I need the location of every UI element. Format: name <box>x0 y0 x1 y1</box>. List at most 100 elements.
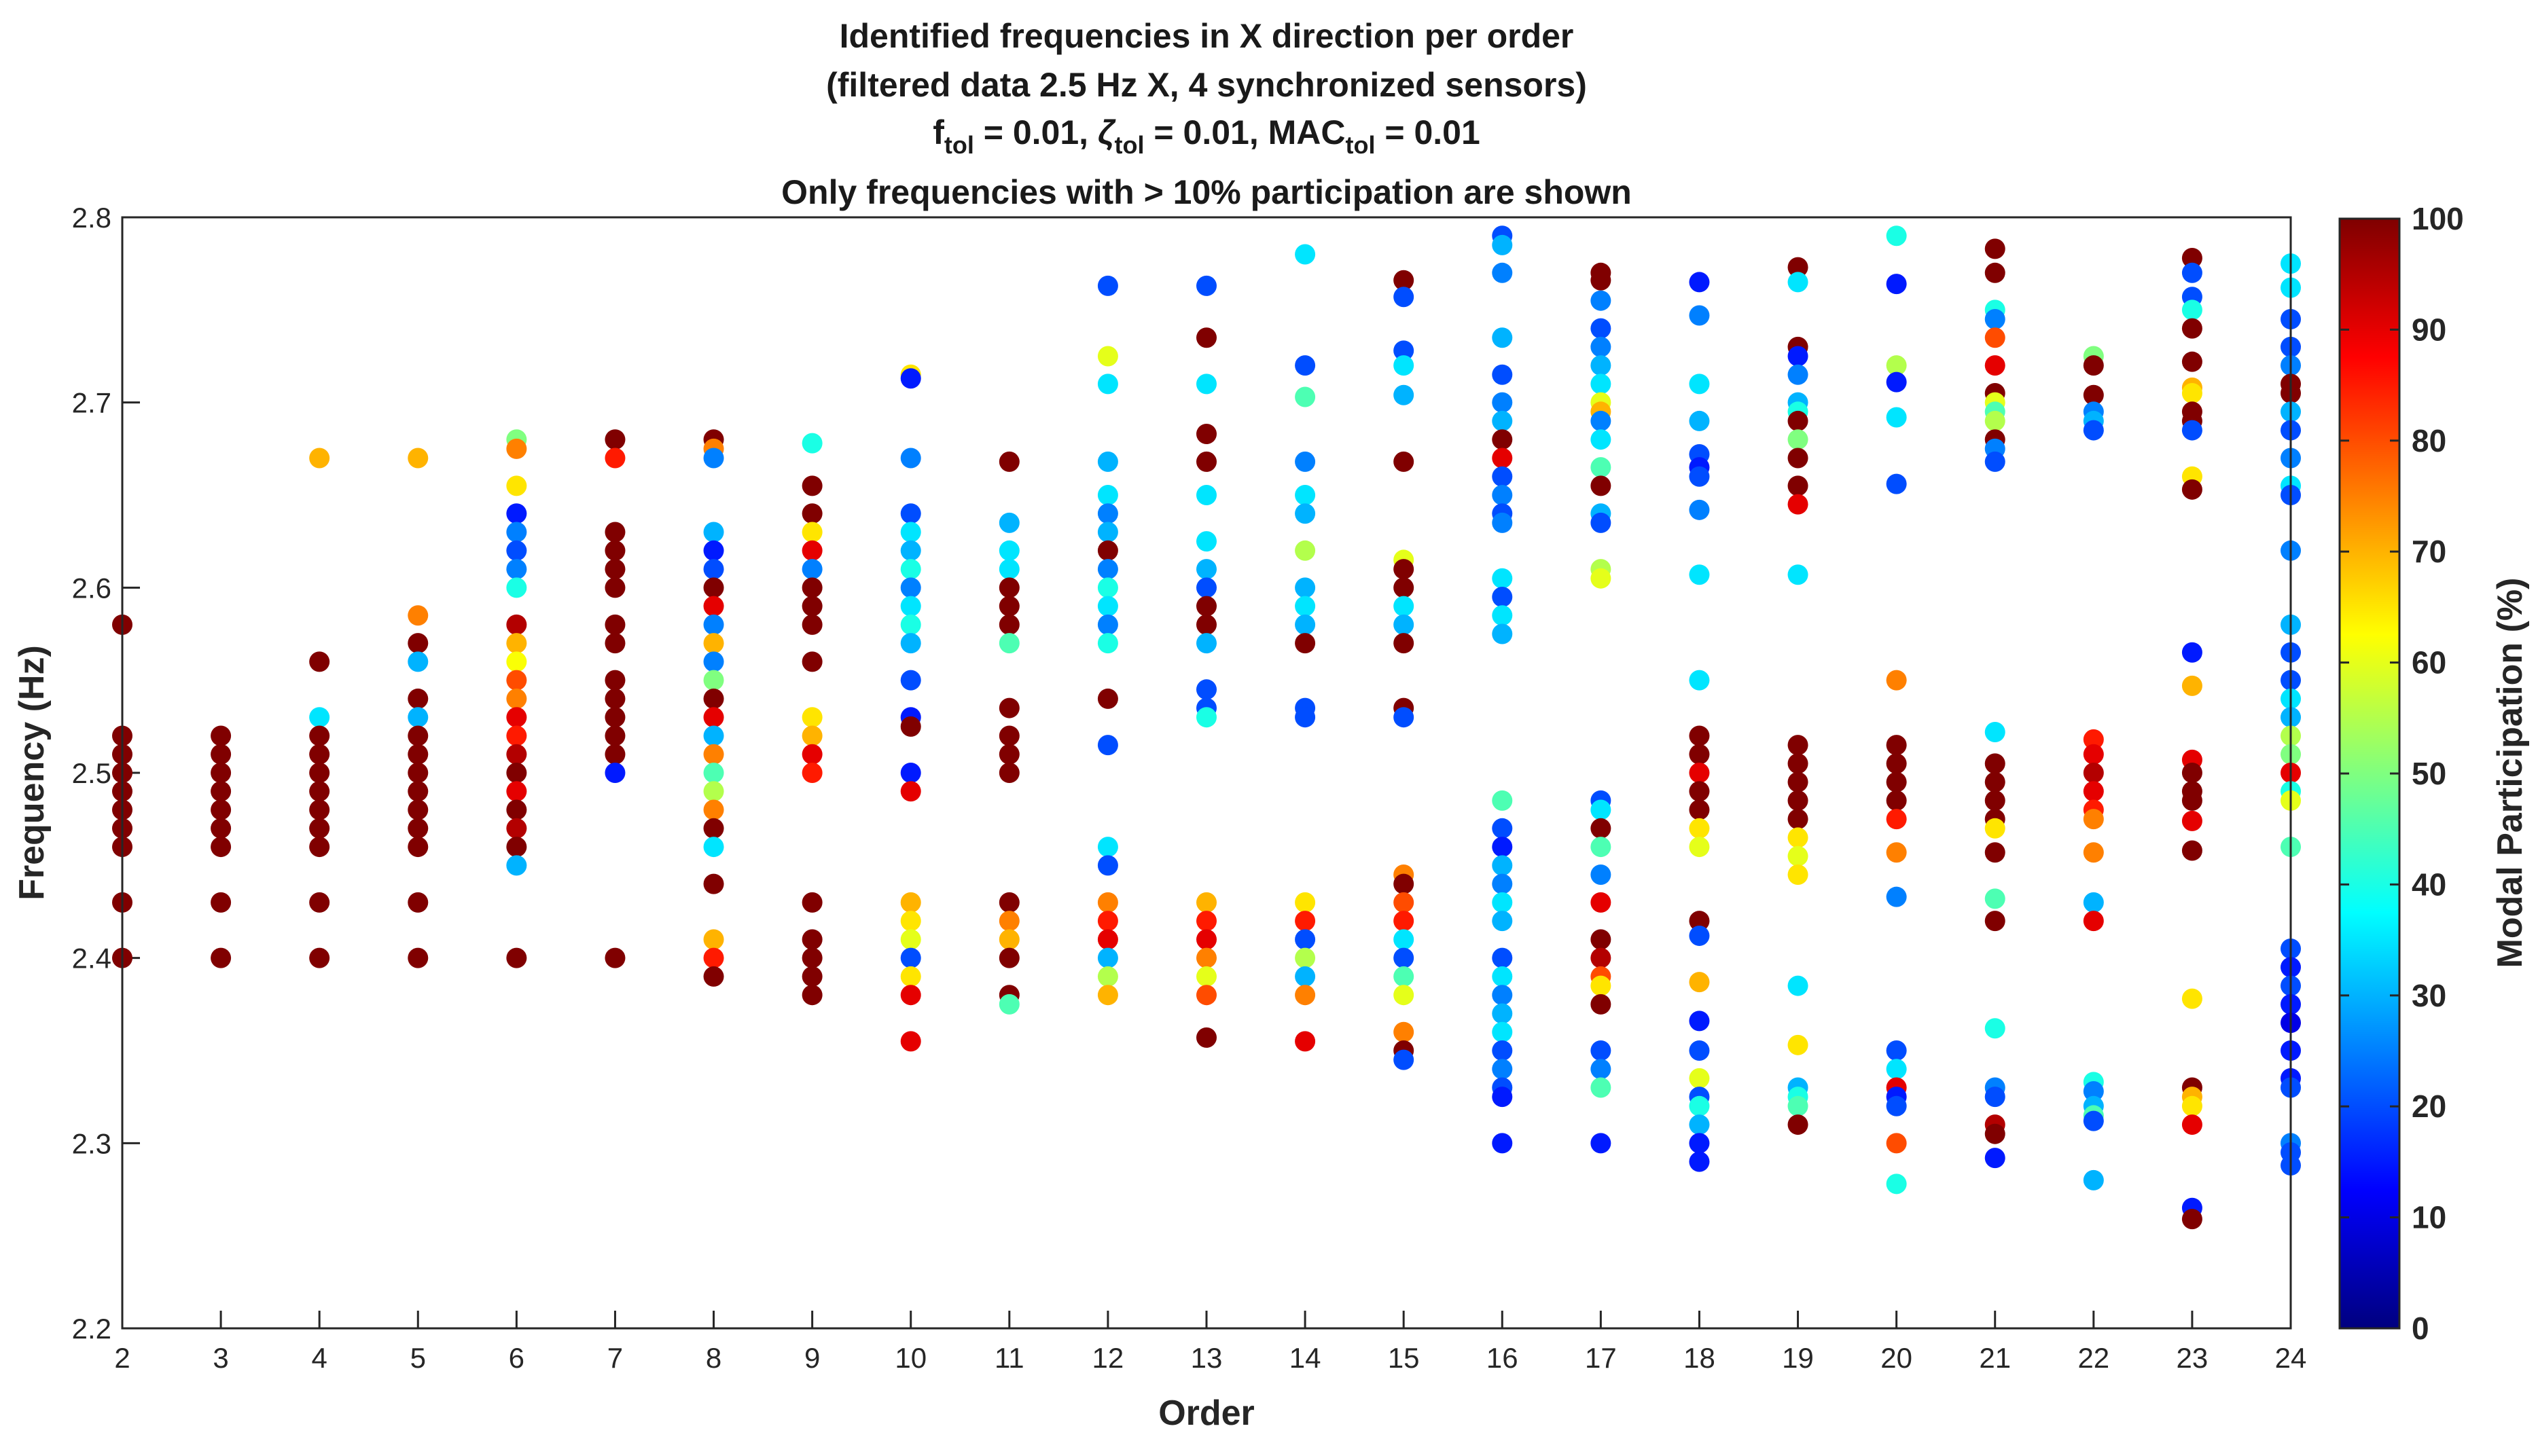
data-point <box>802 763 823 783</box>
data-point <box>1787 564 1808 585</box>
data-point <box>2181 1095 2202 1116</box>
data-point <box>900 522 921 543</box>
data-point <box>1196 531 1217 552</box>
data-point <box>1196 947 1217 968</box>
data-point <box>1984 451 2005 472</box>
data-point <box>408 799 429 820</box>
data-point <box>1492 1133 1513 1154</box>
data-point <box>1787 272 1808 293</box>
data-point <box>1492 1087 1513 1108</box>
data-point <box>703 763 724 783</box>
zeta-tol-value: = 0.01, <box>1145 113 1268 151</box>
data-point <box>1984 327 2005 348</box>
data-point <box>408 688 429 709</box>
data-point <box>1196 327 1217 348</box>
data-point <box>1196 596 1217 617</box>
data-point <box>999 744 1020 765</box>
data-point <box>506 725 527 746</box>
data-point <box>1097 522 1118 543</box>
data-point <box>1590 355 1611 376</box>
data-point <box>506 475 527 496</box>
data-point <box>1097 346 1118 367</box>
data-point <box>1689 972 1710 993</box>
data-point <box>1393 633 1414 654</box>
data-point <box>1295 929 1316 950</box>
data-point <box>408 605 429 626</box>
scatter-points <box>112 225 2301 1230</box>
data-point <box>605 540 626 561</box>
data-point <box>1097 837 1118 858</box>
data-point <box>1393 614 1414 635</box>
data-point <box>1984 1087 2005 1108</box>
data-point <box>605 448 626 469</box>
data-point <box>999 911 1020 932</box>
data-point <box>802 744 823 765</box>
colorbar-tick-label: 80 <box>2412 423 2446 458</box>
data-point <box>1097 966 1118 987</box>
data-point <box>1590 837 1611 858</box>
y-tick-label: 2.8 <box>72 202 111 234</box>
data-point <box>1787 429 1808 450</box>
x-tick-label: 4 <box>312 1342 327 1374</box>
data-point <box>2181 790 2202 811</box>
data-point <box>408 818 429 839</box>
data-point <box>1984 1018 2005 1039</box>
data-point <box>1590 410 1611 431</box>
x-tick-label: 5 <box>410 1342 426 1374</box>
data-point <box>506 707 527 728</box>
data-point <box>1689 1151 1710 1172</box>
data-point <box>1097 947 1118 968</box>
data-point <box>1393 384 1414 405</box>
title-line-4: Only frequencies with > 10% participatio… <box>781 173 1632 211</box>
x-tick-label: 14 <box>1289 1342 1321 1374</box>
data-point <box>211 763 232 783</box>
data-point <box>1393 947 1414 968</box>
data-point <box>1590 864 1611 885</box>
data-point <box>408 744 429 765</box>
data-point <box>2181 383 2202 404</box>
data-point <box>1886 735 1907 756</box>
data-point <box>1393 873 1414 894</box>
data-point <box>506 577 527 598</box>
data-point <box>1787 790 1808 811</box>
data-point <box>309 799 330 820</box>
data-point <box>1097 892 1118 913</box>
data-point <box>1196 892 1217 913</box>
data-point <box>1984 410 2005 431</box>
data-point <box>2181 840 2202 861</box>
data-point <box>2083 842 2104 863</box>
data-point <box>2083 911 2104 932</box>
data-point <box>1689 272 1710 293</box>
data-point <box>999 994 1020 1015</box>
data-point <box>506 763 527 783</box>
data-point <box>1886 407 1907 428</box>
data-point <box>605 522 626 543</box>
data-point <box>1689 744 1710 765</box>
data-point <box>1097 735 1118 756</box>
data-point <box>1590 457 1611 478</box>
data-point <box>1590 818 1611 839</box>
data-point <box>2083 420 2104 441</box>
data-point <box>211 781 232 802</box>
data-point <box>1492 855 1513 876</box>
data-point <box>900 596 921 617</box>
data-point <box>309 781 330 802</box>
data-point <box>703 596 724 617</box>
data-point <box>2181 763 2202 783</box>
y-tick-label: 2.2 <box>72 1313 111 1345</box>
data-point <box>1492 364 1513 385</box>
y-axis-label: Frequency (Hz) <box>12 645 52 900</box>
data-point <box>1787 1095 1808 1116</box>
data-point <box>1492 466 1513 487</box>
data-point <box>1886 371 1907 393</box>
data-point <box>1492 947 1513 968</box>
data-point <box>1295 633 1316 654</box>
mac-tol-symbol: MAC <box>1268 113 1346 151</box>
data-point <box>2083 892 2104 913</box>
x-axis-ticks: 2 3 4 5 6 7 8 9 10 11 12 13 14 15 16 17 18 19 20 21 22 23 24 <box>114 1311 2306 1374</box>
data-point <box>900 540 921 561</box>
data-point <box>1787 257 1808 278</box>
data-point <box>605 688 626 709</box>
data-point <box>802 614 823 635</box>
